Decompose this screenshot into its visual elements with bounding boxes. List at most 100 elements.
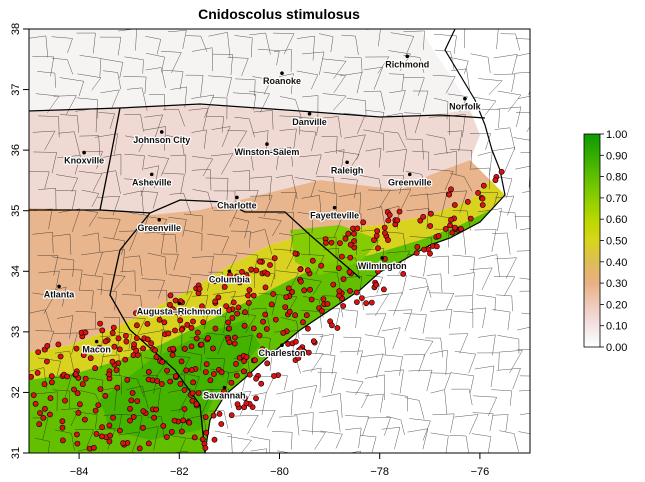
occurrence-point <box>263 326 270 332</box>
county-boundary <box>144 114 164 138</box>
occurrence-point <box>385 217 392 224</box>
county-boundary <box>294 232 311 256</box>
city-marker <box>157 218 162 222</box>
county-boundary <box>124 114 144 132</box>
occurrence-point <box>346 268 353 275</box>
county-boundary <box>475 191 499 209</box>
occurrence-point <box>145 368 152 375</box>
occurrence-point <box>153 354 160 360</box>
occurrence-point <box>131 341 137 348</box>
occurrence-point <box>184 321 191 328</box>
occurrence-point <box>128 397 135 404</box>
occurrence-point <box>335 265 342 271</box>
county-boundary <box>477 334 496 356</box>
county-boundary <box>192 189 213 210</box>
county-boundary <box>208 75 232 97</box>
county-boundary <box>55 429 75 451</box>
county-boundary <box>75 107 98 133</box>
occurrence-point <box>133 310 139 316</box>
county-boundary <box>79 55 102 78</box>
county-boundary <box>430 169 454 191</box>
occurrence-point <box>82 375 89 382</box>
occurrence-point <box>272 316 279 323</box>
peak-suitability-zone <box>100 320 260 440</box>
county-boundary <box>518 390 530 392</box>
county-boundary <box>319 33 334 53</box>
occurrence-point <box>221 283 228 290</box>
county-boundary <box>166 135 185 156</box>
occurrence-point <box>320 296 327 302</box>
occurrence-point <box>30 392 37 398</box>
city-marker <box>463 96 467 101</box>
county-boundary <box>103 273 126 292</box>
occurrence-point <box>154 378 161 384</box>
county-boundary <box>258 149 280 170</box>
occurrence-point <box>309 257 316 264</box>
y-tick-label: 35 <box>10 205 22 217</box>
county-boundary <box>99 454 114 472</box>
county-boundary <box>169 192 192 215</box>
county-boundary <box>406 208 429 230</box>
city-marker <box>380 256 385 260</box>
occurrence-point <box>161 319 168 326</box>
county-boundary <box>429 292 455 311</box>
county-boundary <box>433 33 457 54</box>
occurrence-point <box>189 397 196 404</box>
county-boundary <box>451 388 473 406</box>
county-boundary <box>124 178 147 197</box>
county-boundary <box>279 415 300 436</box>
occurrence-point <box>226 339 233 346</box>
legend-color-bar <box>583 133 601 348</box>
county-boundary <box>386 112 407 138</box>
county-boundary <box>213 253 238 274</box>
county-boundary <box>161 234 178 253</box>
occurrence-point <box>163 434 170 440</box>
county-boundary <box>279 352 301 374</box>
city-label: Danville <box>292 117 327 127</box>
county-boundary <box>452 254 475 273</box>
county-boundary <box>235 78 256 97</box>
county-boundary <box>192 47 214 72</box>
county-boundary <box>147 252 167 275</box>
county-boundary <box>493 73 516 93</box>
county-boundary <box>279 115 301 135</box>
county-boundary <box>426 273 443 293</box>
county-boundary <box>141 278 165 299</box>
occurrence-point <box>186 419 193 426</box>
county-boundary <box>449 435 469 453</box>
county-boundary <box>32 130 56 151</box>
occurrence-point <box>342 235 349 242</box>
legend-label: 0.10 <box>606 321 627 333</box>
county-boundary <box>213 209 238 227</box>
county-boundary <box>495 257 517 279</box>
city-label: Greenville <box>388 177 432 187</box>
occurrence-point <box>347 241 354 248</box>
county-boundary <box>447 93 468 112</box>
occurrence-point <box>144 320 151 327</box>
occurrence-point <box>467 215 474 222</box>
occurrence-point <box>167 292 174 299</box>
county-boundary <box>208 410 229 429</box>
county-boundary <box>477 208 502 232</box>
county-boundary <box>183 372 200 391</box>
occurrence-point <box>159 358 166 365</box>
occurrence-point <box>35 349 42 355</box>
y-tick-label: 38 <box>10 23 22 35</box>
city-marker <box>159 130 164 134</box>
county-boundary <box>169 291 193 310</box>
occurrence-point <box>241 322 248 329</box>
occurrence-point <box>286 308 293 315</box>
county-boundary <box>258 217 282 237</box>
county-boundary <box>515 38 530 40</box>
occurrence-point <box>102 338 109 345</box>
county-boundary <box>58 208 81 232</box>
county-boundary <box>278 73 294 95</box>
county-boundary <box>123 76 147 95</box>
occurrence-point <box>300 319 306 326</box>
occurrence-point <box>256 332 263 339</box>
county-boundary <box>32 417 49 440</box>
occurrence-point <box>82 329 89 336</box>
x-tick-label: −76 <box>471 466 490 478</box>
occurrence-point <box>207 377 214 384</box>
county-boundary <box>121 317 146 338</box>
